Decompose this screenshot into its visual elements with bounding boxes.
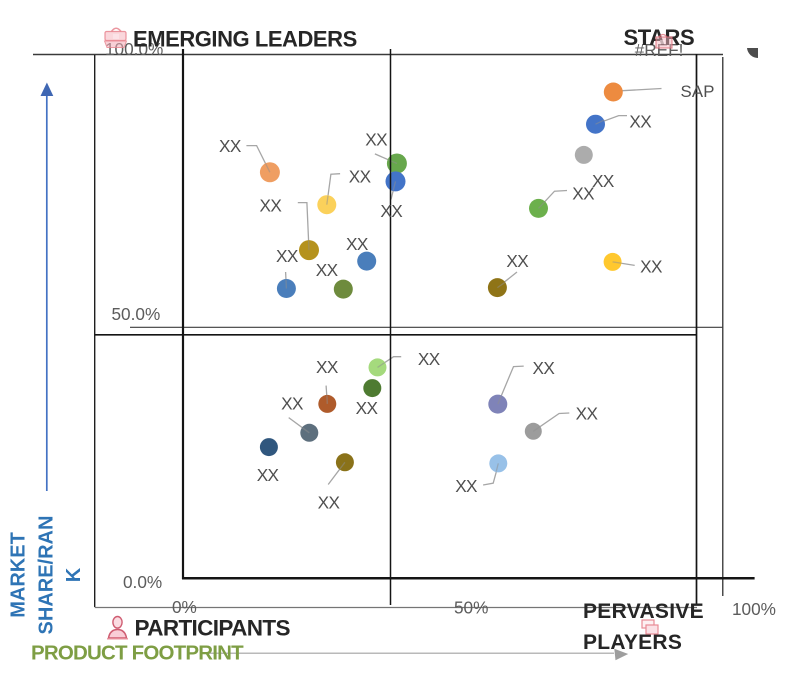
svg-text:XX: XX	[260, 196, 283, 216]
svg-text:XX: XX	[629, 112, 652, 132]
svg-text:XX: XX	[506, 251, 529, 271]
svg-text:0.0%: 0.0%	[123, 572, 162, 592]
svg-text:SHARE/RAN: SHARE/RAN	[36, 516, 58, 635]
svg-text:K: K	[63, 567, 85, 582]
svg-text:PERVASIVE: PERVASIVE	[583, 600, 704, 623]
svg-text:XX: XX	[346, 234, 369, 254]
svg-text:XX: XX	[572, 184, 595, 204]
svg-text:100%: 100%	[732, 599, 776, 619]
svg-text:XX: XX	[281, 394, 304, 414]
svg-text:XX: XX	[318, 493, 341, 513]
svg-text:XX: XX	[257, 465, 280, 485]
svg-text:XX: XX	[455, 476, 478, 496]
svg-text:XX: XX	[356, 398, 379, 418]
svg-text:XX: XX	[418, 349, 441, 369]
svg-text:0%: 0%	[172, 597, 197, 617]
svg-text:XX: XX	[592, 171, 615, 191]
svg-text:SAP: SAP	[681, 82, 715, 101]
svg-text:XX: XX	[640, 257, 663, 277]
svg-text:XX: XX	[316, 357, 339, 377]
svg-text:PRODUCT FOOTPRINT: PRODUCT FOOTPRINT	[31, 642, 244, 665]
svg-text:PARTICIPANTS: PARTICIPANTS	[135, 616, 291, 641]
svg-text:XX: XX	[380, 201, 403, 221]
svg-text:EMERGING LEADERS: EMERGING LEADERS	[133, 26, 357, 51]
svg-text:XX: XX	[219, 136, 242, 156]
svg-text:XX: XX	[365, 130, 388, 150]
svg-text:XX: XX	[316, 260, 339, 280]
svg-text:50%: 50%	[454, 598, 488, 618]
svg-text:XX: XX	[276, 246, 299, 266]
svg-text:XX: XX	[576, 404, 599, 424]
svg-text:XX: XX	[349, 167, 372, 187]
svg-text:50.0%: 50.0%	[112, 304, 161, 324]
svg-text:XX: XX	[533, 358, 556, 378]
svg-text:PLAYERS: PLAYERS	[583, 631, 682, 654]
svg-text:MARKET: MARKET	[8, 532, 30, 618]
